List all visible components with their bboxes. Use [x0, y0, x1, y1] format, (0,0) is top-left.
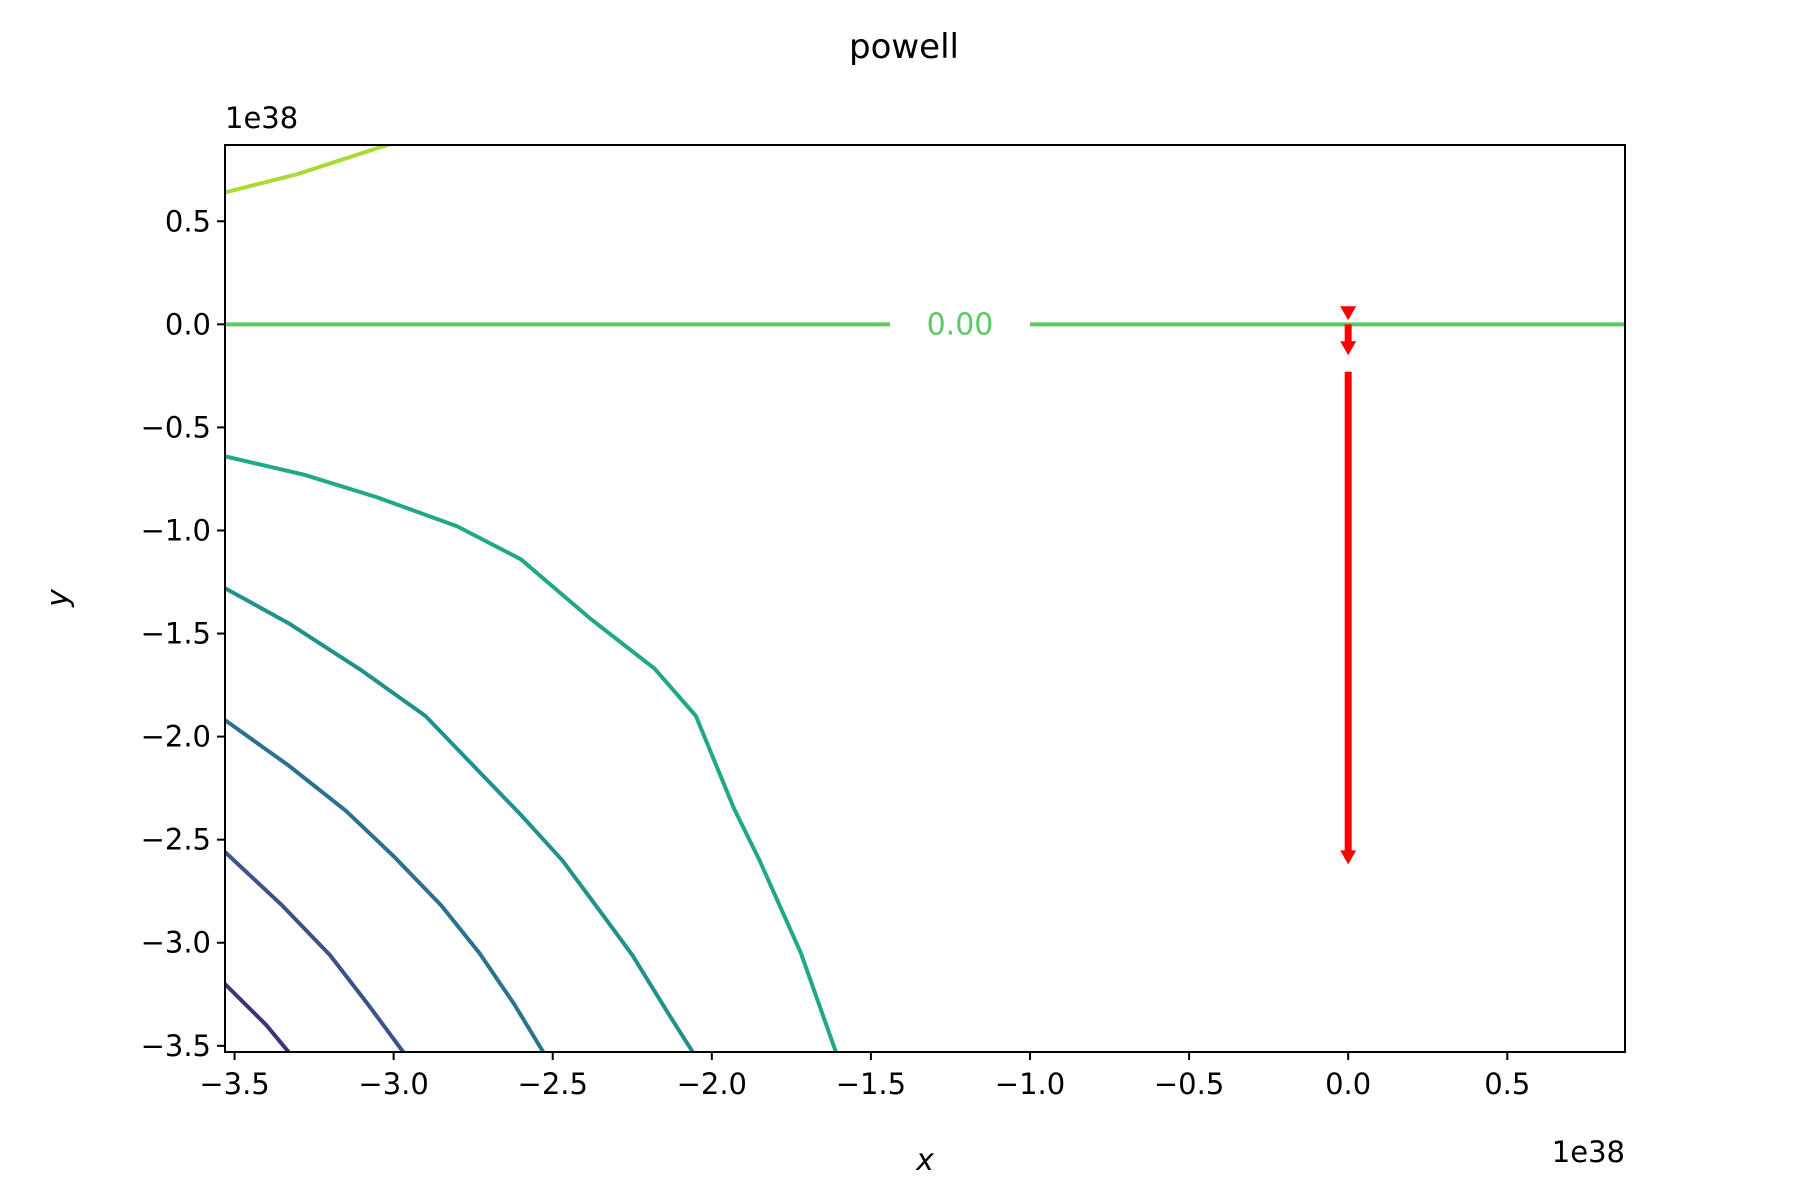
- x-tick-label: −1.0: [995, 1067, 1065, 1101]
- x-axis-label: x: [915, 1143, 934, 1178]
- contour-line: [225, 586, 695, 1052]
- y-tick-label: −2.5: [141, 823, 211, 857]
- contour-line: [225, 850, 405, 1052]
- x-tick-label: −2.0: [677, 1067, 747, 1101]
- contour-lines: 0.00: [225, 145, 1625, 1052]
- chart-title: powell: [849, 27, 959, 67]
- x-tick-label: −3.5: [199, 1067, 269, 1101]
- x-tick-label: −0.5: [1154, 1067, 1224, 1101]
- x-tick-label: −1.5: [836, 1067, 906, 1101]
- optimizer-path: [1340, 306, 1357, 865]
- path-step-arrowhead: [1340, 341, 1357, 356]
- contour-line: [225, 982, 291, 1052]
- y-tick-label: −0.5: [141, 410, 211, 444]
- y-tick-label: −2.0: [141, 720, 211, 754]
- y-tick-label: 0.0: [165, 307, 211, 341]
- y-tick-label: −3.5: [141, 1029, 211, 1063]
- x-tick-label: 0.0: [1325, 1067, 1371, 1101]
- y-tick-label: −1.5: [141, 617, 211, 651]
- x-tick-label: −2.5: [518, 1067, 588, 1101]
- y-tick-label: −3.0: [141, 926, 211, 960]
- axis-ticks: −3.5 −3.0 −2.5 −2.0 −1.5 −1.0 −0.5 0.0 0.5 0.5 0.0…: [141, 204, 1531, 1101]
- contour-line: [225, 145, 394, 195]
- x-tick-label: 0.5: [1484, 1067, 1530, 1101]
- contour-line: [225, 718, 545, 1052]
- y-tick-label: 0.5: [165, 204, 211, 238]
- x-offset-text: 1e38: [1552, 1135, 1625, 1169]
- plot-frame: [224, 144, 1626, 1053]
- x-tick-label: −3.0: [358, 1067, 428, 1101]
- y-axis-label: y: [41, 588, 76, 608]
- contour-line: [225, 454, 838, 1052]
- y-offset-text: 1e38: [225, 101, 298, 135]
- contour-level-label: 0.00: [927, 307, 994, 342]
- y-tick-label: −1.0: [141, 513, 211, 547]
- path-step-arrowhead: [1340, 850, 1357, 865]
- path-step-arrowhead: [1340, 306, 1357, 321]
